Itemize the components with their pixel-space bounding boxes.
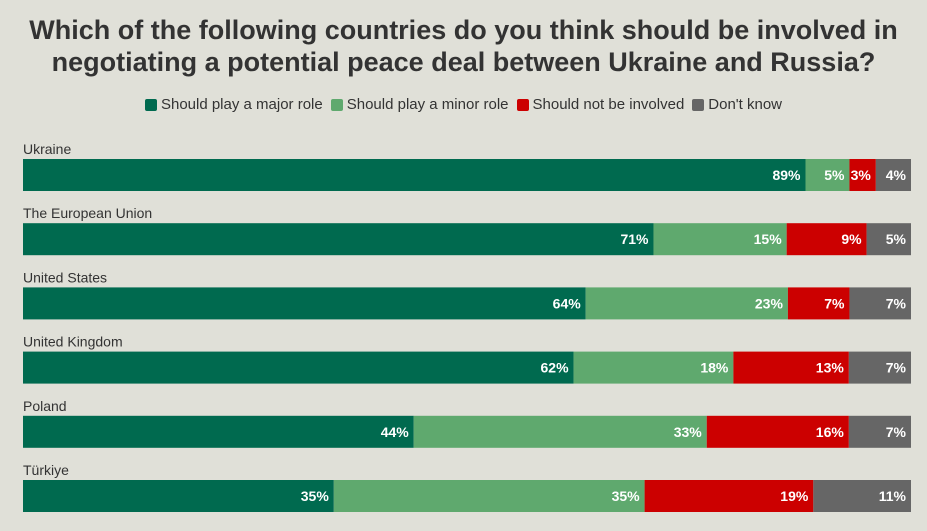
category-label-the-european-union: The European Union xyxy=(23,205,152,221)
category-label-united-states: United States xyxy=(23,269,107,285)
value-label-major-ukraine: 89% xyxy=(772,167,801,183)
value-label-dont-know-the-european-union: 5% xyxy=(886,231,907,247)
legend-label-dont-know: Don't know xyxy=(708,96,783,113)
value-label-minor-the-european-union: 15% xyxy=(754,231,783,247)
chart-title: Which of the following countries do you … xyxy=(29,15,898,77)
legend-label-major: Should play a major role xyxy=(160,96,323,113)
bar-segment-not-involved-ukraine xyxy=(849,159,876,191)
bar-segment-major-united-states xyxy=(23,287,586,320)
legend-item-minor: Should play a minor role xyxy=(330,96,509,113)
value-label-minor-ukraine: 5% xyxy=(824,167,845,183)
value-label-not-involved-t-rkiye: 19% xyxy=(780,488,809,504)
bar-segment-major-the-european-union xyxy=(23,223,654,256)
value-label-dont-know-t-rkiye: 11% xyxy=(879,488,907,504)
bar-segment-not-involved-t-rkiye xyxy=(644,480,814,512)
value-label-dont-know-ukraine: 4% xyxy=(886,167,907,183)
legend-swatch-minor xyxy=(330,98,343,111)
bar-segment-minor-united-states xyxy=(585,287,788,320)
bar-segment-major-ukraine xyxy=(23,159,806,191)
category-label-t-rkiye: Türkiye xyxy=(23,462,69,478)
value-label-major-united-states: 64% xyxy=(553,295,582,311)
bar-segment-major-t-rkiye xyxy=(23,480,334,512)
value-label-not-involved-ukraine: 3% xyxy=(851,167,872,183)
bar-segment-not-involved-united-kingdom xyxy=(733,351,849,384)
legend-item-dont-know: Don't know xyxy=(692,96,782,113)
value-label-not-involved-united-kingdom: 13% xyxy=(816,360,845,376)
value-label-minor-poland: 33% xyxy=(674,424,703,440)
bar-segment-not-involved-poland xyxy=(706,415,849,448)
bar-segment-not-involved-the-european-union xyxy=(786,223,867,256)
value-label-minor-united-states: 23% xyxy=(755,295,784,311)
bar-segment-major-poland xyxy=(23,415,414,448)
value-label-minor-t-rkiye: 35% xyxy=(612,488,641,504)
legend-swatch-not-involved xyxy=(516,98,529,111)
value-label-minor-united-kingdom: 18% xyxy=(700,360,729,376)
value-label-dont-know-poland: 7% xyxy=(886,424,907,440)
value-label-major-the-european-union: 71% xyxy=(620,231,649,247)
bar-segment-not-involved-united-states xyxy=(787,287,850,320)
value-label-major-poland: 44% xyxy=(381,424,410,440)
category-label-poland: Poland xyxy=(23,398,67,414)
category-label-united-kingdom: United Kingdom xyxy=(23,334,123,350)
bar-segment-dont-know-ukraine xyxy=(875,159,911,191)
bar-segment-dont-know-united-states xyxy=(849,287,911,320)
value-label-not-involved-the-european-union: 9% xyxy=(841,231,862,247)
bar-segment-minor-the-european-union xyxy=(653,223,787,256)
value-label-not-involved-poland: 16% xyxy=(816,424,845,440)
value-label-major-united-kingdom: 62% xyxy=(541,360,570,376)
legend-swatch-major xyxy=(144,98,157,111)
bar-segment-minor-t-rkiye xyxy=(333,480,645,512)
value-label-dont-know-united-kingdom: 7% xyxy=(886,360,907,376)
value-label-not-involved-united-states: 7% xyxy=(824,295,845,311)
legend-item-not-involved: Should not be involved xyxy=(516,96,685,113)
legend-item-major: Should play a major role xyxy=(144,96,323,113)
value-label-major-t-rkiye: 35% xyxy=(301,488,330,504)
bar-segment-dont-know-t-rkiye xyxy=(813,480,911,512)
legend: Should play a major role Should play a m… xyxy=(0,96,927,113)
bar-segment-dont-know-united-kingdom xyxy=(848,351,911,384)
bar-segment-minor-poland xyxy=(413,415,707,448)
bar-segment-minor-ukraine xyxy=(805,159,850,191)
value-label-dont-know-united-states: 7% xyxy=(886,295,907,311)
bar-segment-minor-united-kingdom xyxy=(573,351,734,384)
bar-segment-dont-know-the-european-union xyxy=(866,223,911,256)
bar-segment-major-united-kingdom xyxy=(23,351,574,384)
legend-swatch-dont-know xyxy=(692,98,705,111)
category-label-ukraine: Ukraine xyxy=(23,141,71,157)
legend-label-minor: Should play a minor role xyxy=(346,96,509,113)
bar-segment-dont-know-poland xyxy=(848,415,911,448)
legend-label-not-involved: Should not be involved xyxy=(532,96,685,113)
